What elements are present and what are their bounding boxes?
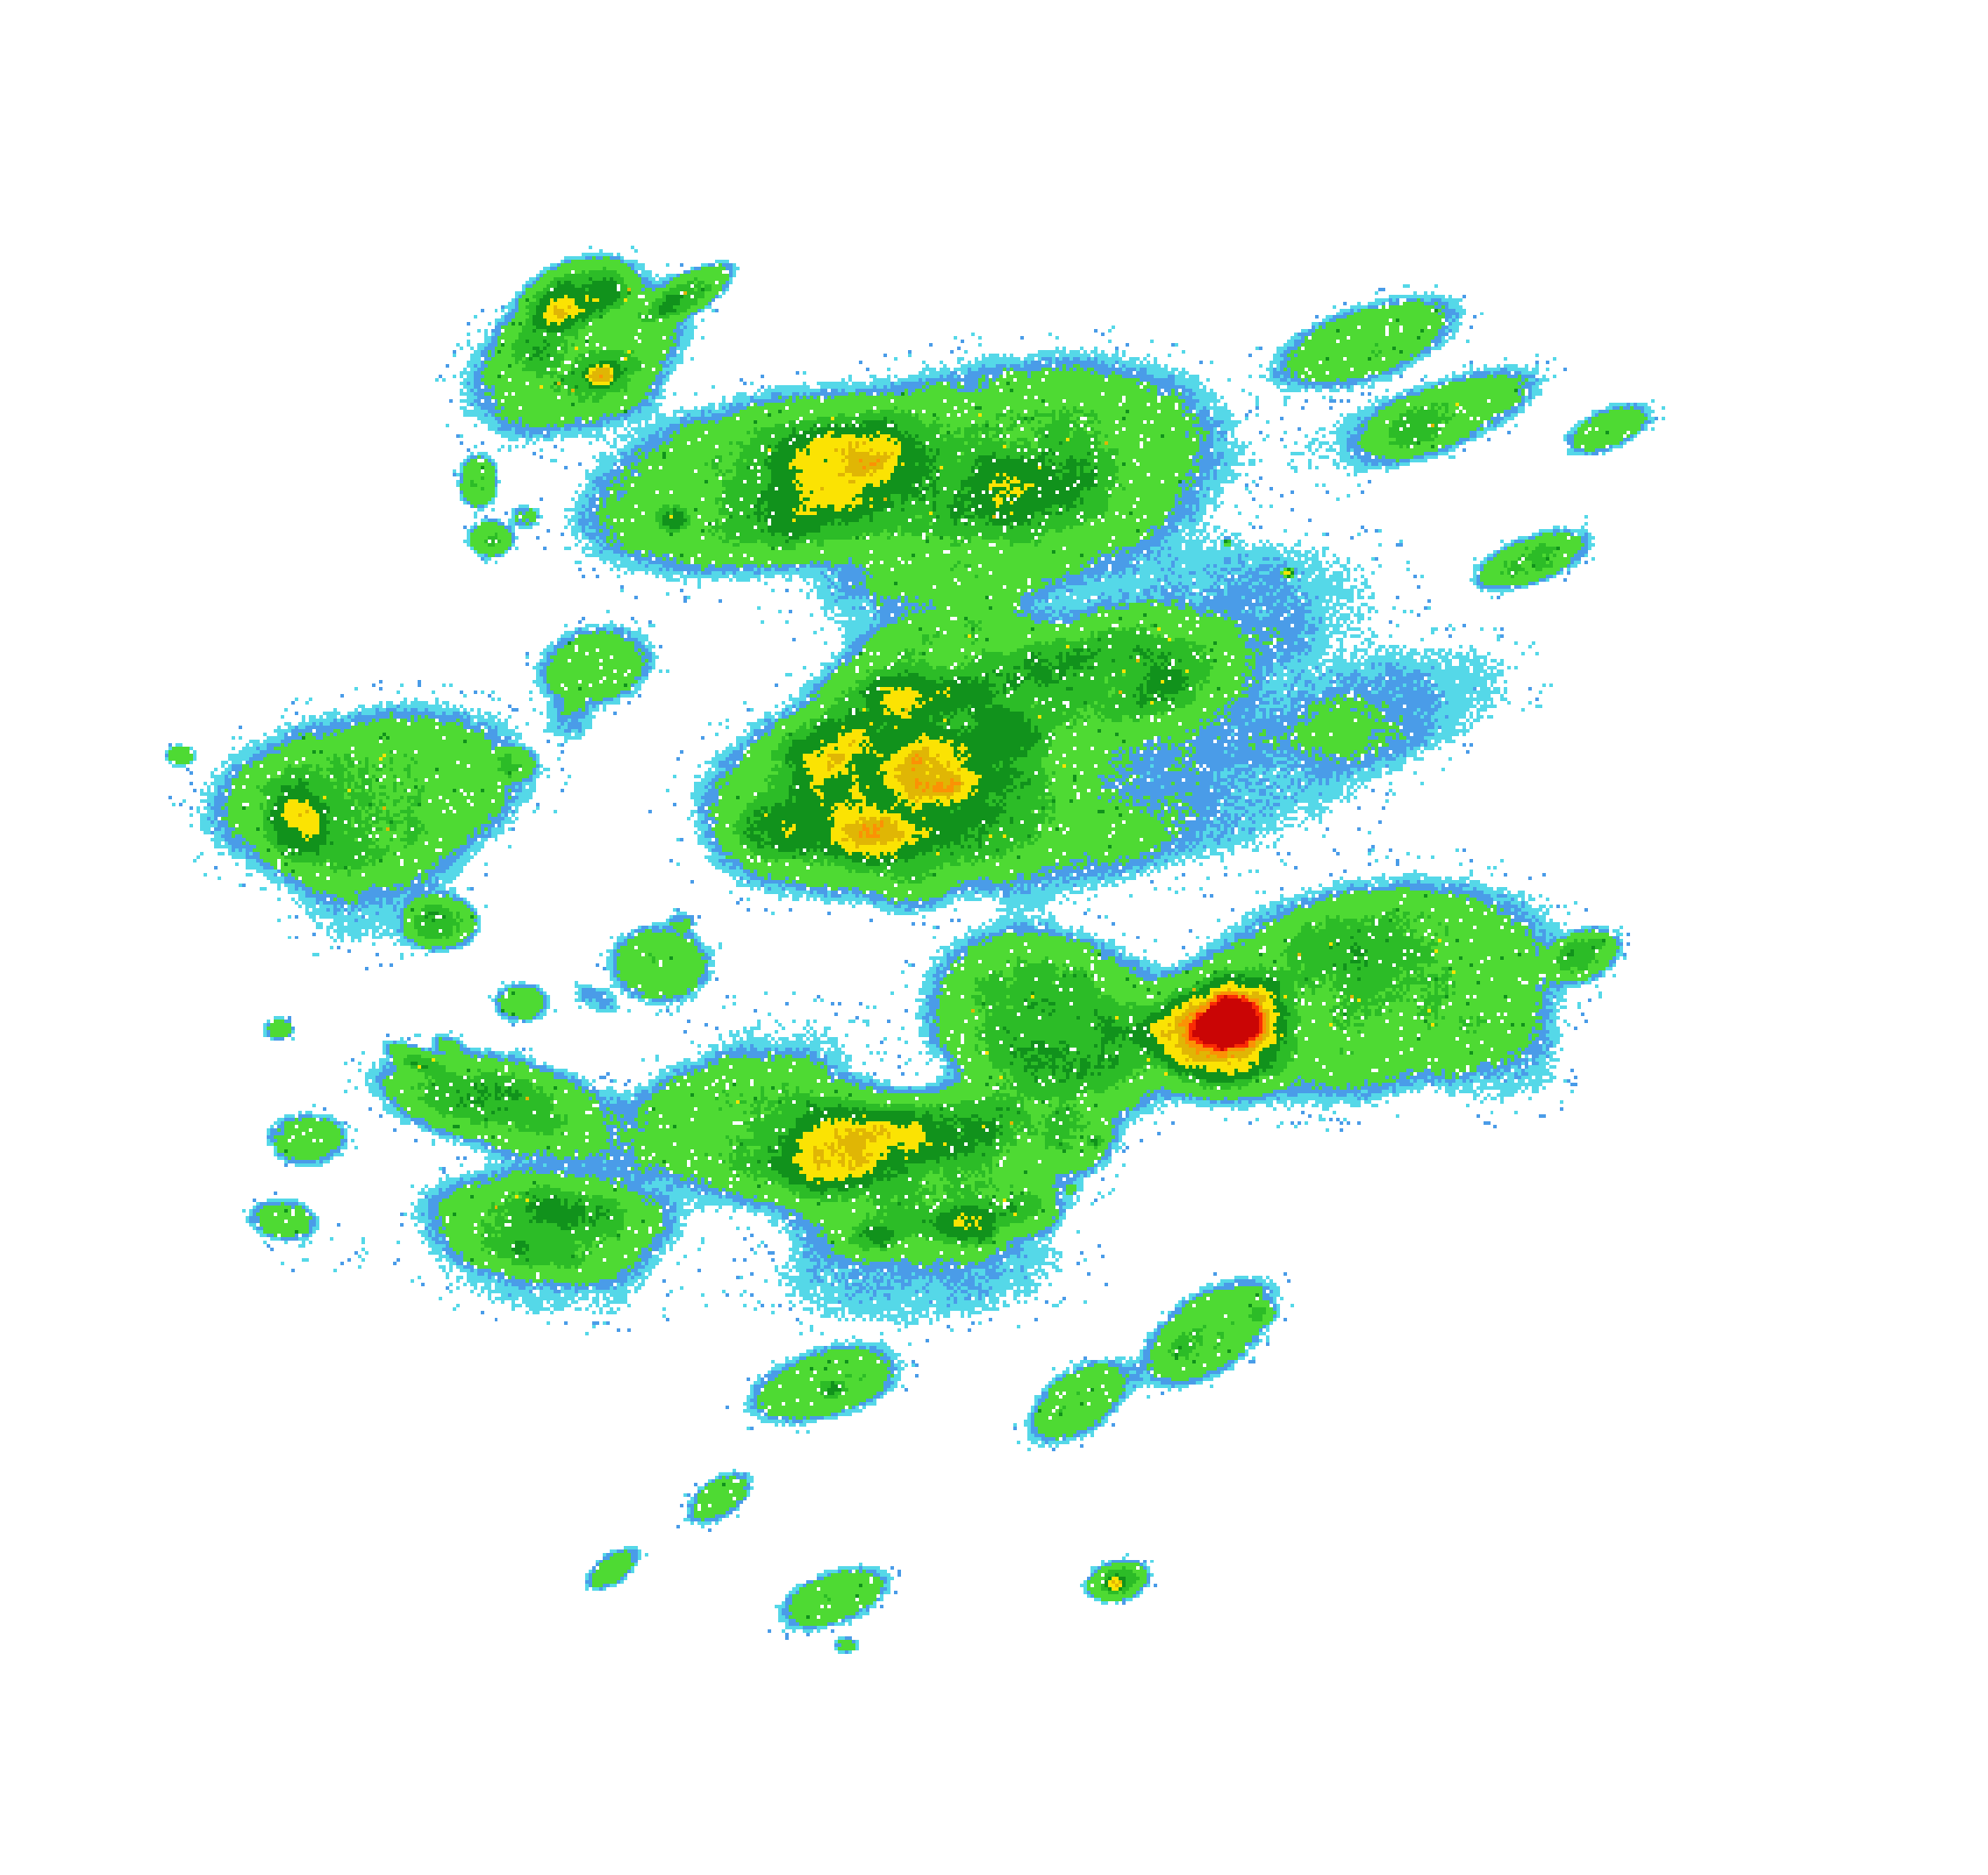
- precipitation-radar-canvas: [0, 0, 1988, 1875]
- radar-viewport: [0, 0, 1988, 1875]
